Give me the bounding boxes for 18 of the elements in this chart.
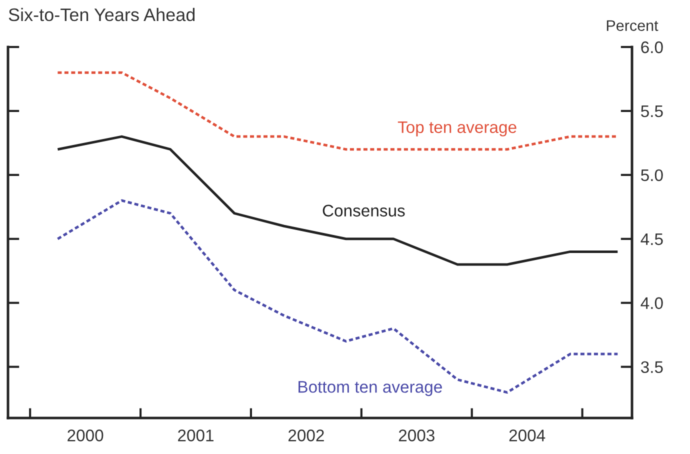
series-label: Consensus: [322, 204, 405, 217]
series-label: Top ten average: [398, 121, 516, 136]
line-series: [56, 135, 619, 266]
y-tick-label: 5.0: [641, 169, 663, 182]
x-tick-label: 2001: [178, 430, 214, 442]
line-series: [56, 71, 619, 151]
y-tick-label: 5.5: [641, 106, 663, 118]
y-tick-label: 6.0: [641, 41, 663, 54]
x-tick-label: 2004: [509, 430, 546, 442]
chart-title: Six-to-Ten Years Ahead: [8, 8, 195, 22]
y-tick-label: 3.5: [640, 361, 663, 374]
x-tick-label: 2002: [288, 430, 324, 442]
y-tick-label: 4.5: [640, 233, 663, 246]
y-axis-title: Percent: [606, 20, 658, 31]
x-tick-label: 2000: [68, 430, 104, 442]
x-tick-label: 2003: [398, 430, 434, 442]
y-tick-label: 4.0: [640, 297, 663, 310]
series-label: Bottom ten average: [298, 381, 442, 396]
